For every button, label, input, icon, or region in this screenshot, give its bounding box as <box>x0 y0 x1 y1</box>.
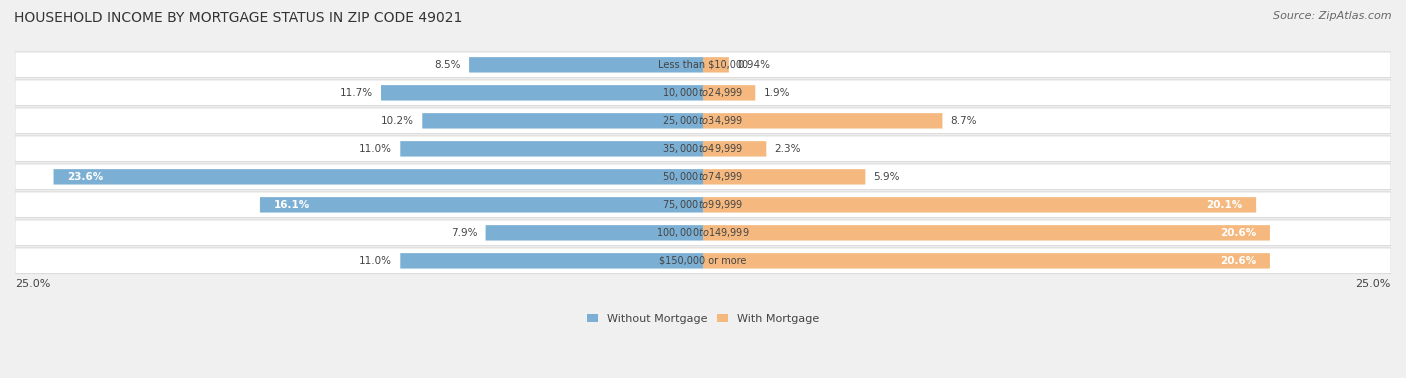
FancyBboxPatch shape <box>703 197 1256 212</box>
Text: 8.5%: 8.5% <box>434 60 461 70</box>
FancyBboxPatch shape <box>422 113 703 129</box>
FancyBboxPatch shape <box>703 85 755 101</box>
FancyBboxPatch shape <box>470 57 703 73</box>
Text: 25.0%: 25.0% <box>1355 279 1391 289</box>
Legend: Without Mortgage, With Mortgage: Without Mortgage, With Mortgage <box>582 309 824 328</box>
Text: Less than $10,000: Less than $10,000 <box>658 60 748 70</box>
Text: 23.6%: 23.6% <box>67 172 104 182</box>
FancyBboxPatch shape <box>15 192 1391 218</box>
Text: 11.7%: 11.7% <box>340 88 373 98</box>
Text: 16.1%: 16.1% <box>274 200 309 210</box>
FancyBboxPatch shape <box>401 253 703 268</box>
FancyBboxPatch shape <box>703 225 1270 240</box>
Text: 2.3%: 2.3% <box>775 144 801 154</box>
Text: 11.0%: 11.0% <box>359 256 392 266</box>
Text: HOUSEHOLD INCOME BY MORTGAGE STATUS IN ZIP CODE 49021: HOUSEHOLD INCOME BY MORTGAGE STATUS IN Z… <box>14 11 463 25</box>
FancyBboxPatch shape <box>485 225 703 240</box>
FancyBboxPatch shape <box>703 253 1270 268</box>
FancyBboxPatch shape <box>703 57 728 73</box>
Text: $10,000 to $24,999: $10,000 to $24,999 <box>662 86 744 99</box>
FancyBboxPatch shape <box>15 108 1391 134</box>
FancyBboxPatch shape <box>703 169 865 184</box>
Text: 20.6%: 20.6% <box>1220 228 1256 238</box>
FancyBboxPatch shape <box>15 220 1391 246</box>
FancyBboxPatch shape <box>15 80 1391 106</box>
FancyBboxPatch shape <box>15 248 1391 274</box>
Text: $75,000 to $99,999: $75,000 to $99,999 <box>662 198 744 211</box>
Text: 1.9%: 1.9% <box>763 88 790 98</box>
Text: 25.0%: 25.0% <box>15 279 51 289</box>
Text: 8.7%: 8.7% <box>950 116 977 126</box>
Text: $100,000 to $149,999: $100,000 to $149,999 <box>657 226 749 239</box>
FancyBboxPatch shape <box>15 164 1391 190</box>
Text: $25,000 to $34,999: $25,000 to $34,999 <box>662 114 744 127</box>
FancyBboxPatch shape <box>703 141 766 156</box>
Text: $150,000 or more: $150,000 or more <box>659 256 747 266</box>
FancyBboxPatch shape <box>53 169 703 184</box>
Text: 10.2%: 10.2% <box>381 116 413 126</box>
FancyBboxPatch shape <box>15 52 1391 78</box>
Text: 11.0%: 11.0% <box>359 144 392 154</box>
Text: $50,000 to $74,999: $50,000 to $74,999 <box>662 170 744 183</box>
Text: Source: ZipAtlas.com: Source: ZipAtlas.com <box>1274 11 1392 21</box>
FancyBboxPatch shape <box>703 113 942 129</box>
Text: 5.9%: 5.9% <box>873 172 900 182</box>
FancyBboxPatch shape <box>381 85 703 101</box>
FancyBboxPatch shape <box>260 197 703 212</box>
Text: 0.94%: 0.94% <box>737 60 770 70</box>
FancyBboxPatch shape <box>401 141 703 156</box>
Text: 20.1%: 20.1% <box>1206 200 1243 210</box>
FancyBboxPatch shape <box>15 136 1391 162</box>
Text: $35,000 to $49,999: $35,000 to $49,999 <box>662 143 744 155</box>
Text: 20.6%: 20.6% <box>1220 256 1256 266</box>
Text: 7.9%: 7.9% <box>451 228 477 238</box>
